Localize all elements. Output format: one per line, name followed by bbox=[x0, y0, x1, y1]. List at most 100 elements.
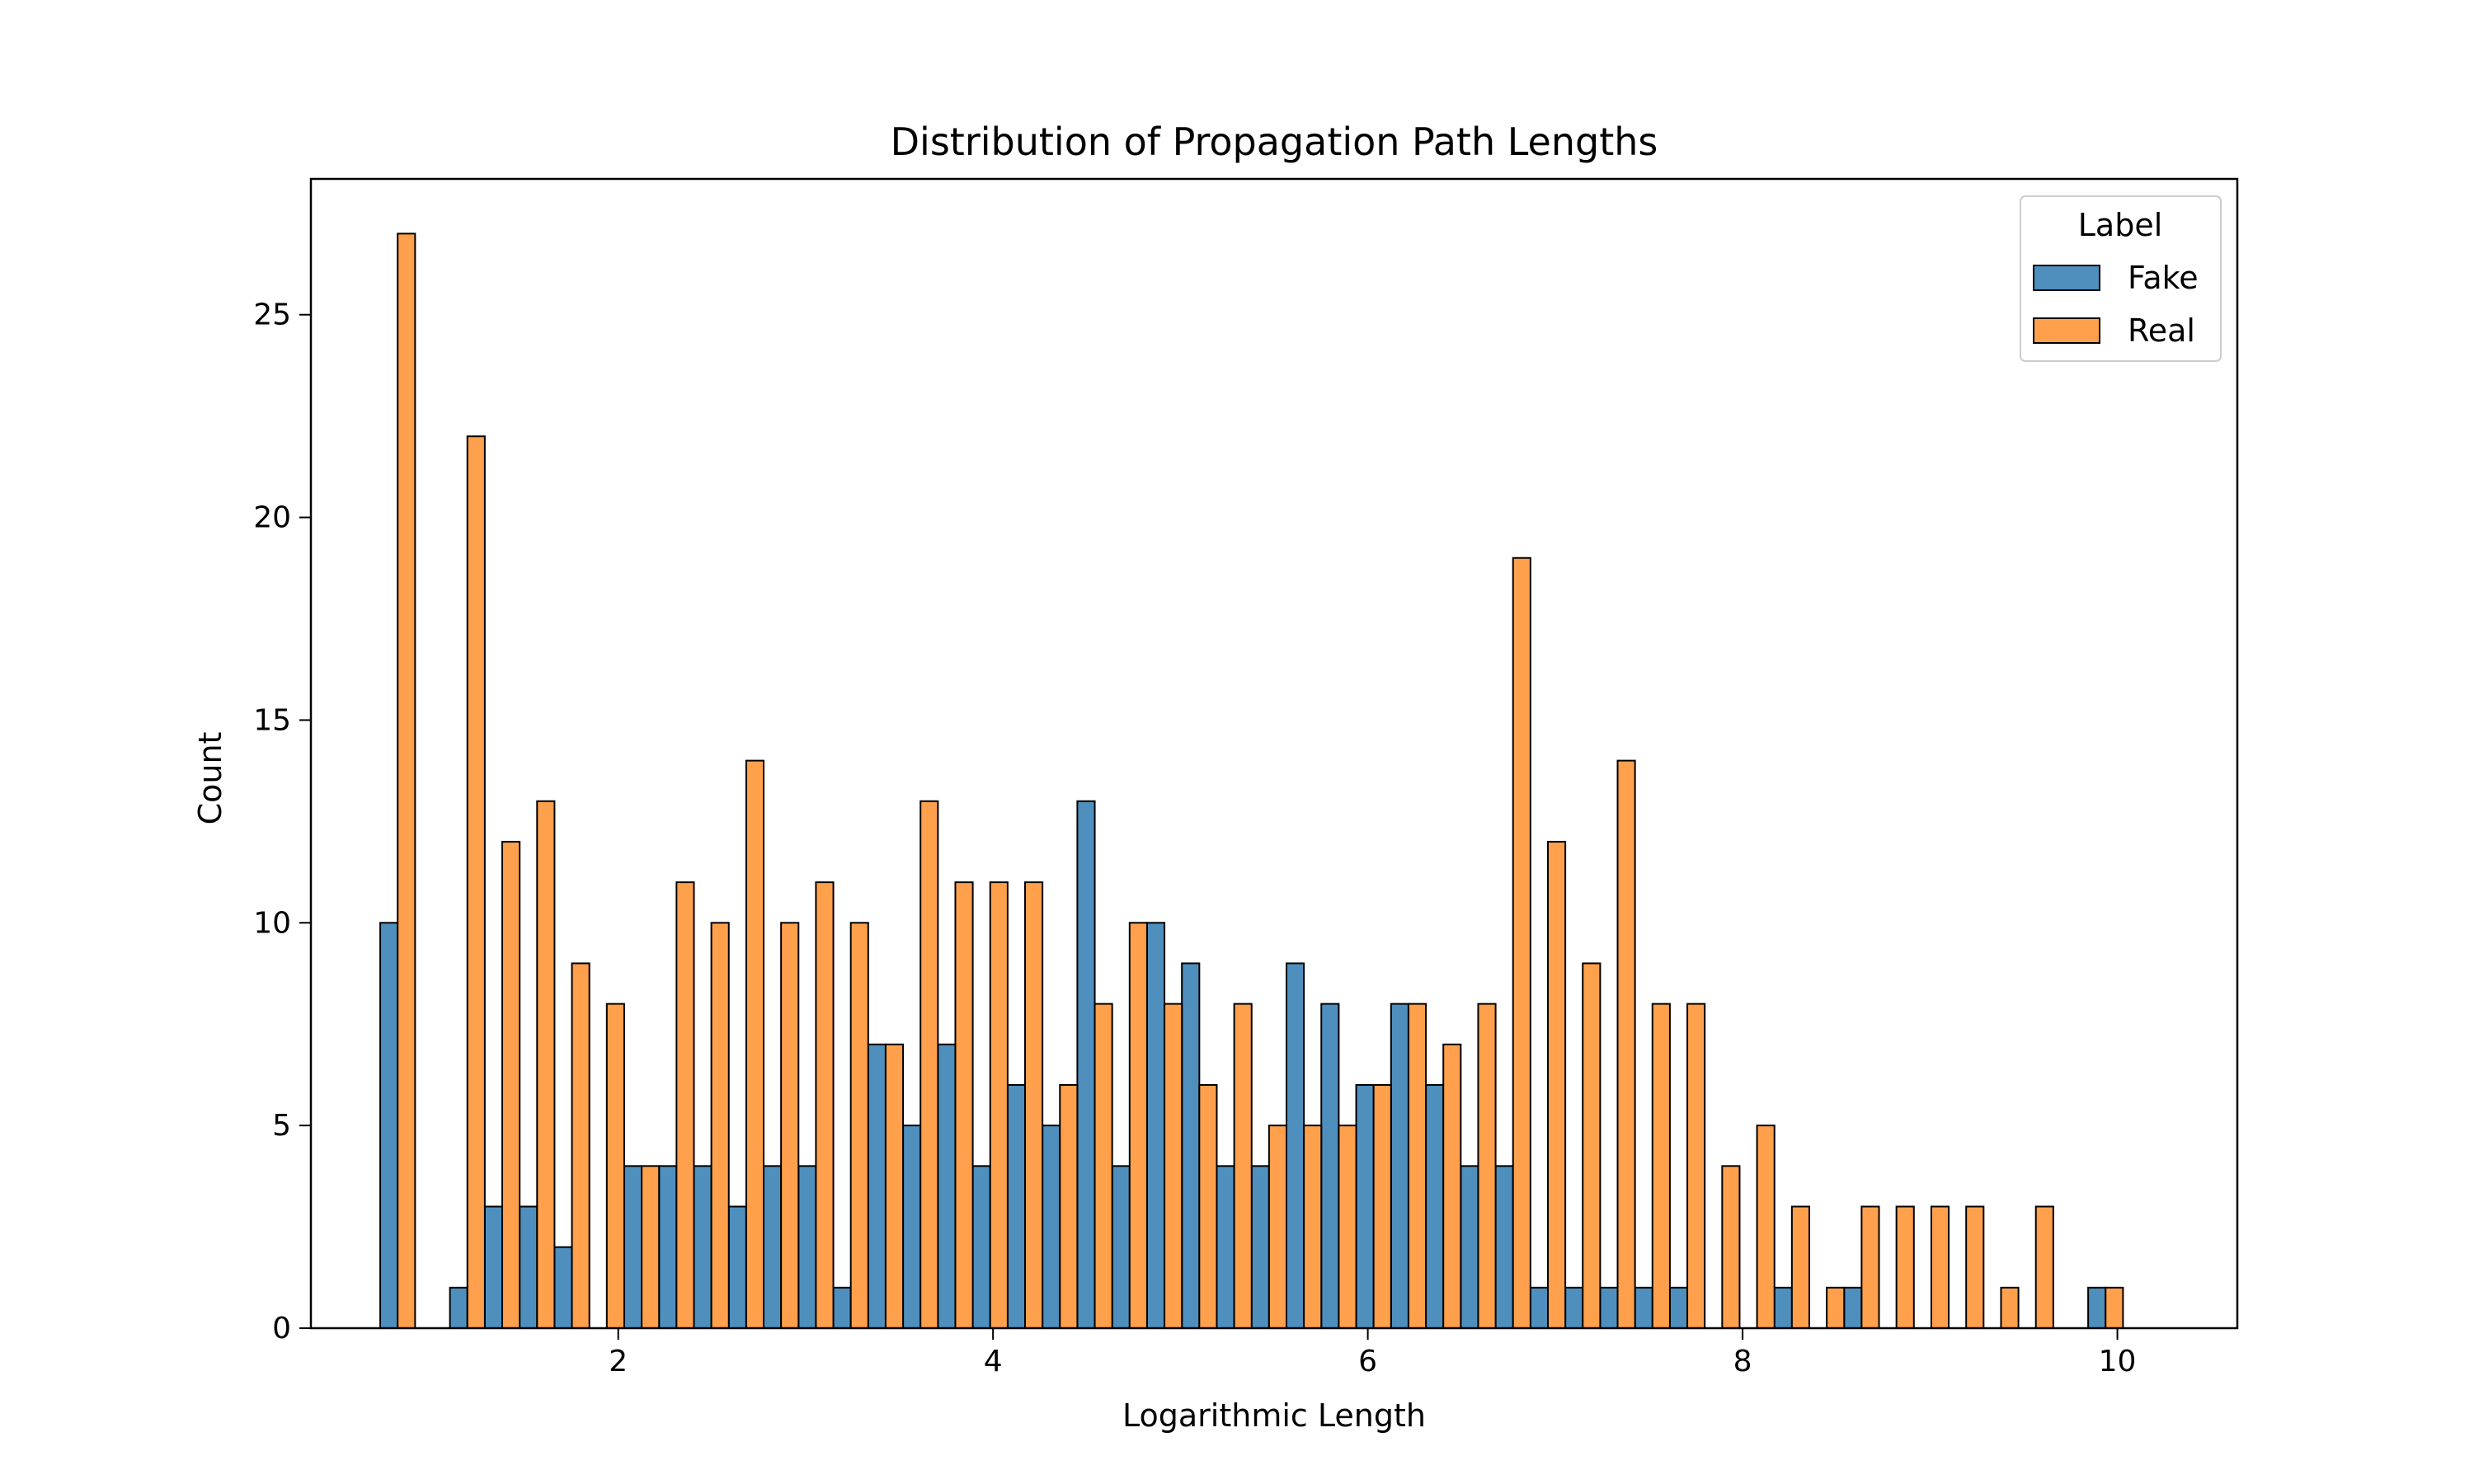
bar-real-6 bbox=[605, 1003, 625, 1329]
bar-fake-40 bbox=[1773, 1286, 1793, 1330]
y-tick-label-10: 10 bbox=[253, 906, 291, 940]
y-tick-label-25: 25 bbox=[253, 298, 291, 332]
legend: Label Fake Real bbox=[2020, 195, 2222, 362]
bar-real-3 bbox=[501, 840, 521, 1329]
bar-fake-12 bbox=[797, 1165, 817, 1329]
bar-fake-5 bbox=[553, 1246, 573, 1329]
legend-title: Label bbox=[2078, 207, 2163, 243]
bar-fake-17 bbox=[971, 1165, 991, 1329]
bar-real-14 bbox=[884, 1043, 905, 1330]
bar-real-33 bbox=[1546, 840, 1567, 1329]
bar-fake-8 bbox=[658, 1165, 678, 1329]
bar-real-2 bbox=[466, 435, 486, 1329]
bar-real-39 bbox=[1756, 1125, 1776, 1330]
bar-fake-37 bbox=[1668, 1286, 1689, 1330]
bar-fake-35 bbox=[1599, 1286, 1619, 1330]
bar-real-22 bbox=[1164, 1003, 1183, 1329]
bar-real-40 bbox=[1790, 1205, 1810, 1330]
bar-fake-4 bbox=[519, 1205, 539, 1330]
y-tick-label-20: 20 bbox=[253, 501, 291, 535]
legend-label-fake: Fake bbox=[2128, 260, 2199, 296]
plot-area: 2 4 6 8 10 0 5 10 15 20 25 bbox=[253, 177, 2239, 1378]
bar-fake-30 bbox=[1425, 1083, 1445, 1329]
x-axis-label: Logarithmic Length bbox=[1122, 1397, 1426, 1434]
bar-real-4 bbox=[536, 800, 556, 1329]
bar-real-41 bbox=[1826, 1286, 1846, 1330]
bar-fake-26 bbox=[1285, 962, 1305, 1329]
bar-fake-33 bbox=[1529, 1286, 1549, 1330]
bar-fake-49 bbox=[2087, 1286, 2107, 1330]
bar-fake-28 bbox=[1355, 1083, 1375, 1329]
bar-real-15 bbox=[920, 800, 939, 1329]
bar-fake-2 bbox=[449, 1286, 468, 1330]
y-tick-label-15: 15 bbox=[253, 703, 291, 737]
bar-fake-42 bbox=[1843, 1286, 1863, 1330]
bar-real-32 bbox=[1512, 556, 1531, 1329]
bar-real-47 bbox=[2034, 1205, 2054, 1330]
bar-real-8 bbox=[675, 881, 695, 1329]
y-tick-label-0: 0 bbox=[272, 1312, 291, 1345]
bar-fake-22 bbox=[1145, 922, 1166, 1329]
bar-real-5 bbox=[571, 962, 590, 1329]
bar-real-18 bbox=[1024, 881, 1044, 1329]
bar-real-42 bbox=[1860, 1205, 1880, 1330]
bar-fake-15 bbox=[902, 1125, 922, 1330]
bar-real-36 bbox=[1651, 1003, 1671, 1329]
bar-real-23 bbox=[1198, 1083, 1218, 1329]
bar-fake-29 bbox=[1390, 1003, 1409, 1329]
bar-real-16 bbox=[954, 881, 974, 1329]
y-tick-label-5: 5 bbox=[272, 1109, 291, 1143]
bar-fake-9 bbox=[693, 1165, 713, 1329]
bar-real-24 bbox=[1233, 1003, 1253, 1329]
bar-fake-34 bbox=[1564, 1286, 1584, 1330]
x-tick-label-6: 6 bbox=[1358, 1345, 1377, 1378]
bar-fake-3 bbox=[483, 1205, 504, 1330]
x-tick-label-4: 4 bbox=[984, 1345, 1003, 1378]
x-tick-label-2: 2 bbox=[609, 1345, 628, 1378]
plot-frame bbox=[309, 177, 2239, 1330]
bar-fake-31 bbox=[1460, 1165, 1479, 1329]
legend-label-real: Real bbox=[2128, 312, 2195, 349]
bar-real-37 bbox=[1686, 1003, 1706, 1329]
bar-real-28 bbox=[1372, 1083, 1392, 1329]
bar-real-26 bbox=[1303, 1125, 1323, 1330]
bar-real-38 bbox=[1721, 1165, 1741, 1329]
bar-real-9 bbox=[710, 922, 730, 1329]
bar-fake-16 bbox=[937, 1043, 957, 1330]
bar-real-17 bbox=[989, 881, 1009, 1329]
bar-real-11 bbox=[780, 922, 800, 1329]
bar-fake-32 bbox=[1494, 1165, 1514, 1329]
legend-swatch-real bbox=[2033, 317, 2100, 344]
x-tick-label-10: 10 bbox=[2099, 1345, 2137, 1378]
bar-real-45 bbox=[1965, 1205, 1985, 1330]
x-tick-label-8: 8 bbox=[1733, 1345, 1752, 1378]
bar-fake-24 bbox=[1216, 1165, 1235, 1329]
bar-real-49 bbox=[2105, 1286, 2124, 1330]
bar-fake-36 bbox=[1634, 1286, 1653, 1330]
bar-fake-18 bbox=[1006, 1083, 1027, 1329]
bar-fake-19 bbox=[1042, 1125, 1061, 1330]
bar-fake-23 bbox=[1181, 962, 1201, 1329]
bar-real-27 bbox=[1338, 1125, 1357, 1330]
bar-real-35 bbox=[1616, 759, 1636, 1329]
bar-real-44 bbox=[1930, 1205, 1950, 1330]
bar-fake-20 bbox=[1076, 800, 1096, 1329]
bar-real-21 bbox=[1128, 922, 1148, 1329]
bar-real-12 bbox=[815, 881, 835, 1329]
bar-fake-25 bbox=[1250, 1165, 1270, 1329]
bar-real-10 bbox=[745, 759, 765, 1329]
bar-fake-11 bbox=[763, 1165, 783, 1329]
chart-title: Distribution of Propagation Path Lengths bbox=[891, 120, 1658, 164]
bar-real-25 bbox=[1268, 1125, 1287, 1330]
bar-real-46 bbox=[2000, 1286, 2020, 1330]
bar-fake-0 bbox=[379, 922, 399, 1329]
bar-real-19 bbox=[1059, 1083, 1079, 1329]
bar-fake-13 bbox=[832, 1286, 852, 1330]
bar-fake-27 bbox=[1320, 1003, 1340, 1329]
y-axis-label: Count bbox=[192, 732, 228, 825]
bar-real-13 bbox=[849, 922, 869, 1329]
bar-fake-21 bbox=[1111, 1165, 1131, 1329]
bar-real-43 bbox=[1895, 1205, 1915, 1330]
legend-swatch-fake bbox=[2033, 265, 2100, 291]
